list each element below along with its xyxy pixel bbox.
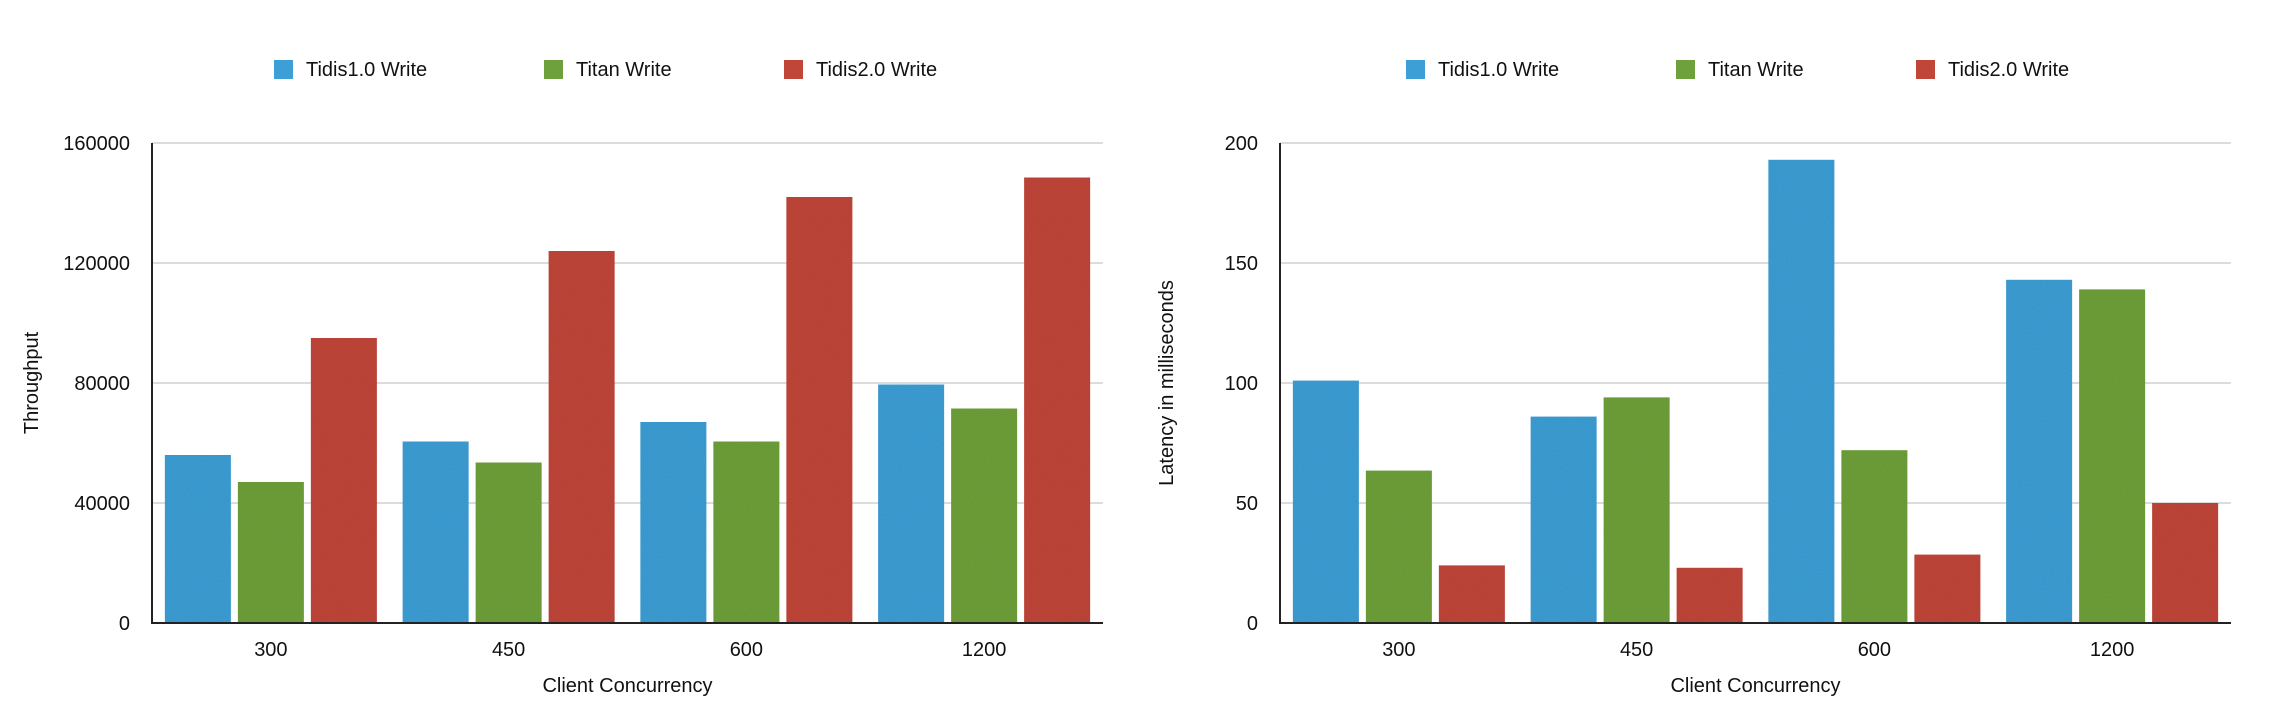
latency-legend-item: Titan Write	[1676, 59, 1804, 81]
latency-bar	[1438, 565, 1505, 623]
latency-y-tick-label: 150	[1225, 253, 1258, 275]
latency-bar	[1603, 397, 1670, 623]
latency-chart: 0 50 100 150 200 300 450 600 1200 Client Concurre…	[1156, 59, 2231, 697]
latency-bar	[2079, 289, 2146, 623]
throughput-legend-label: Tidis2.0 Write	[816, 59, 937, 81]
latency-legend-item: Tidis1.0 Write	[1406, 59, 1559, 81]
latency-y-axis-title: Latency in milliseconds	[1156, 280, 1178, 486]
throughput-bar	[310, 338, 377, 623]
throughput-bar	[878, 384, 945, 623]
throughput-y-tick-label: 120000	[63, 253, 130, 275]
latency-x-tick-label: 300	[1382, 639, 1415, 661]
throughput-legend-swatch	[784, 60, 803, 79]
throughput-x-tick-label: 300	[254, 639, 287, 661]
latency-y-tick-label: 100	[1225, 373, 1258, 395]
latency-legend-label: Tidis1.0 Write	[1438, 59, 1559, 81]
throughput-legend-item: Tidis1.0 Write	[274, 59, 427, 81]
latency-y-tick-label: 0	[1247, 613, 1258, 635]
throughput-bar	[951, 408, 1018, 623]
latency-bar	[1365, 470, 1432, 623]
throughput-bar	[640, 422, 707, 623]
throughput-x-tick-label: 1200	[962, 639, 1007, 661]
throughput-legend-swatch	[274, 60, 293, 79]
latency-legend-swatch	[1406, 60, 1425, 79]
latency-legend-item: Tidis2.0 Write	[1916, 59, 2069, 81]
throughput-x-tick-label: 450	[492, 639, 525, 661]
latency-x-tick-label: 600	[1858, 639, 1891, 661]
throughput-x-axis-title: Client Concurrency	[542, 675, 712, 697]
latency-y-tick-label: 200	[1225, 133, 1258, 155]
latency-bar	[1841, 450, 1908, 623]
latency-bar	[2152, 503, 2219, 623]
latency-bar	[1768, 159, 1835, 624]
throughput-bar	[1024, 177, 1091, 623]
latency-bar	[1914, 554, 1981, 623]
latency-y-tick-label: 50	[1236, 493, 1258, 515]
throughput-legend-item: Titan Write	[544, 59, 672, 81]
throughput-bar	[475, 462, 542, 623]
latency-bar	[1292, 380, 1359, 623]
throughput-bar	[786, 197, 853, 623]
throughput-y-tick-label: 80000	[74, 373, 130, 395]
throughput-bar	[164, 455, 231, 623]
throughput-y-tick-label: 40000	[74, 493, 130, 515]
throughput-bar	[402, 441, 469, 623]
throughput-bar	[237, 482, 304, 623]
latency-x-axis-title: Client Concurrency	[1670, 675, 1840, 697]
throughput-legend-label: Tidis1.0 Write	[306, 59, 427, 81]
throughput-legend-item: Tidis2.0 Write	[784, 59, 937, 81]
latency-bar	[1530, 416, 1597, 623]
throughput-legend-label: Titan Write	[576, 59, 672, 81]
latency-legend-swatch	[1916, 60, 1935, 79]
throughput-chart: 0 40000 80000 120000 160000 300 450 600 1200 Clie…	[21, 59, 1103, 697]
latency-legend-label: Titan Write	[1708, 59, 1804, 81]
throughput-legend-swatch	[544, 60, 563, 79]
latency-legend-label: Tidis2.0 Write	[1948, 59, 2069, 81]
throughput-y-axis-title: Throughput	[21, 331, 43, 434]
latency-x-tick-label: 450	[1620, 639, 1653, 661]
latency-x-tick-label: 1200	[2090, 639, 2135, 661]
latency-bar	[2006, 279, 2073, 623]
latency-legend-swatch	[1676, 60, 1695, 79]
throughput-x-tick-label: 600	[730, 639, 763, 661]
throughput-bar	[713, 441, 780, 623]
throughput-y-tick-label: 160000	[63, 133, 130, 155]
throughput-bar	[548, 251, 615, 623]
latency-bar	[1676, 567, 1743, 623]
throughput-y-tick-label: 0	[119, 613, 130, 635]
